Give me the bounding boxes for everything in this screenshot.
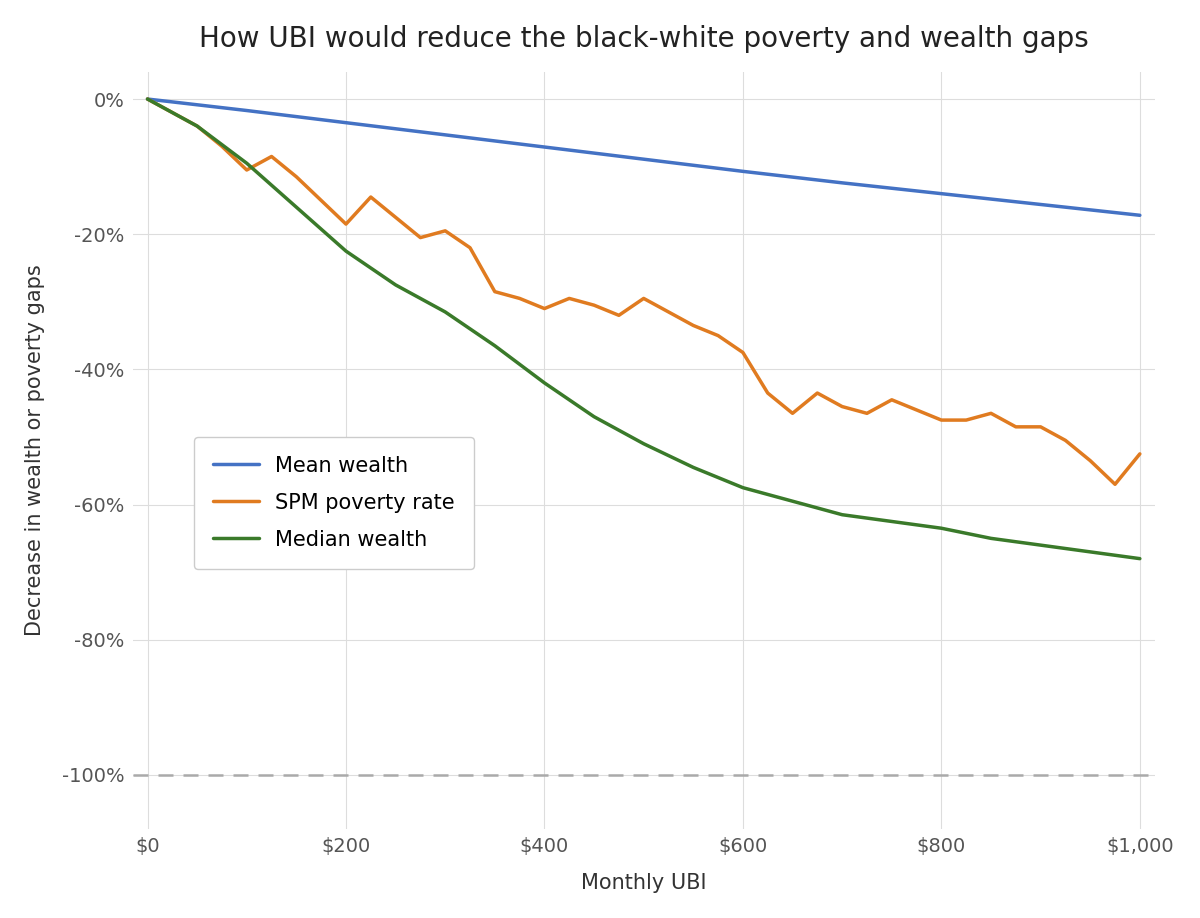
SPM poverty rate	[1058, 435, 1073, 446]
Median wealth	[1033, 540, 1048, 551]
SPM poverty rate	[736, 347, 750, 358]
Line: Mean wealth: Mean wealth	[148, 99, 1140, 216]
SPM poverty rate	[884, 395, 899, 406]
Median wealth	[438, 307, 452, 318]
Title: How UBI would reduce the black-white poverty and wealth gaps: How UBI would reduce the black-white pov…	[199, 25, 1088, 53]
SPM poverty rate	[612, 309, 626, 320]
Mean wealth	[736, 166, 750, 177]
Line: Median wealth: Median wealth	[148, 99, 1140, 559]
Median wealth	[1084, 546, 1098, 557]
Mean wealth	[240, 105, 254, 116]
SPM poverty rate	[512, 293, 527, 304]
Median wealth	[835, 509, 850, 521]
SPM poverty rate	[264, 151, 278, 162]
SPM poverty rate	[215, 140, 229, 151]
X-axis label: Monthly UBI: Monthly UBI	[581, 873, 707, 893]
SPM poverty rate	[859, 408, 874, 419]
Median wealth	[240, 158, 254, 169]
Mean wealth	[636, 153, 650, 164]
SPM poverty rate	[538, 303, 552, 314]
SPM poverty rate	[686, 320, 701, 331]
SPM poverty rate	[338, 218, 353, 230]
SPM poverty rate	[140, 94, 155, 105]
SPM poverty rate	[910, 405, 924, 416]
SPM poverty rate	[959, 415, 973, 426]
Median wealth	[686, 462, 701, 473]
SPM poverty rate	[587, 299, 601, 310]
SPM poverty rate	[289, 172, 304, 183]
Mean wealth	[1033, 199, 1048, 210]
SPM poverty rate	[785, 408, 799, 419]
Legend: Mean wealth, SPM poverty rate, Median wealth: Mean wealth, SPM poverty rate, Median we…	[194, 437, 474, 569]
Median wealth	[636, 438, 650, 449]
SPM poverty rate	[562, 293, 576, 304]
SPM poverty rate	[438, 225, 452, 236]
Median wealth	[538, 377, 552, 388]
Median wealth	[1133, 554, 1147, 565]
Mean wealth	[1133, 210, 1147, 221]
SPM poverty rate	[1033, 421, 1048, 432]
SPM poverty rate	[463, 242, 478, 253]
Median wealth	[289, 202, 304, 213]
SPM poverty rate	[710, 330, 725, 341]
SPM poverty rate	[661, 307, 676, 318]
Median wealth	[934, 522, 948, 533]
Median wealth	[736, 482, 750, 493]
Line: SPM poverty rate: SPM poverty rate	[148, 99, 1140, 485]
SPM poverty rate	[835, 401, 850, 412]
SPM poverty rate	[636, 293, 650, 304]
Y-axis label: Decrease in wealth or poverty gaps: Decrease in wealth or poverty gaps	[25, 264, 46, 636]
Median wealth	[785, 496, 799, 507]
Median wealth	[190, 120, 204, 131]
SPM poverty rate	[761, 387, 775, 398]
SPM poverty rate	[364, 192, 378, 203]
SPM poverty rate	[389, 212, 403, 223]
SPM poverty rate	[1133, 448, 1147, 459]
SPM poverty rate	[240, 164, 254, 175]
SPM poverty rate	[810, 387, 824, 398]
SPM poverty rate	[934, 415, 948, 426]
Mean wealth	[438, 129, 452, 140]
SPM poverty rate	[1009, 421, 1024, 432]
SPM poverty rate	[1084, 455, 1098, 466]
Mean wealth	[835, 177, 850, 188]
SPM poverty rate	[413, 232, 427, 243]
Median wealth	[338, 246, 353, 257]
SPM poverty rate	[984, 408, 998, 419]
Mean wealth	[538, 141, 552, 152]
Median wealth	[487, 341, 502, 352]
Median wealth	[984, 532, 998, 543]
Mean wealth	[140, 94, 155, 105]
Mean wealth	[934, 188, 948, 199]
SPM poverty rate	[1108, 479, 1122, 490]
Median wealth	[389, 279, 403, 290]
Median wealth	[140, 94, 155, 105]
Mean wealth	[338, 118, 353, 129]
SPM poverty rate	[190, 120, 204, 131]
SPM poverty rate	[314, 195, 329, 206]
Median wealth	[587, 411, 601, 422]
Median wealth	[884, 516, 899, 527]
SPM poverty rate	[487, 286, 502, 297]
SPM poverty rate	[166, 107, 180, 118]
